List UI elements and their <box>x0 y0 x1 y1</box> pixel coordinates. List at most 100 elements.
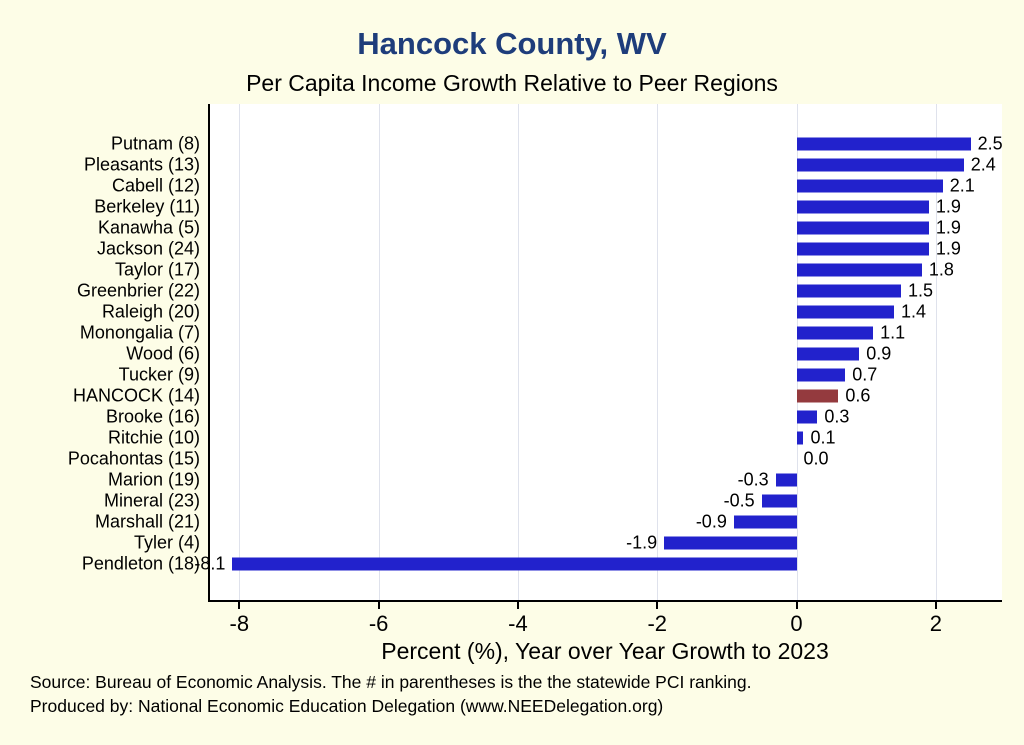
chart-title: Hancock County, WV <box>357 26 667 61</box>
bar <box>796 410 818 424</box>
gridline <box>517 104 519 600</box>
x-axis-line <box>208 600 1002 602</box>
x-tick-mark <box>238 602 241 609</box>
bar-row: Brooke (16) 0.3 <box>106 406 1002 428</box>
x-tick-label: -2 <box>647 611 668 636</box>
category-label: Marshall (21) <box>94 511 200 532</box>
value-label: 0.1 <box>810 427 836 448</box>
value-label: 0.3 <box>824 406 850 427</box>
category-label: Monongalia (7) <box>79 322 200 343</box>
category-label: Marion (19) <box>107 469 200 490</box>
bar <box>796 284 901 298</box>
x-tick-mark <box>656 602 659 609</box>
value-label: 1.8 <box>928 259 954 280</box>
category-label: Mineral (23) <box>103 490 200 511</box>
bar <box>664 536 797 550</box>
bar-row: Kanawha (5) 1.9 <box>98 217 1002 238</box>
bar <box>796 305 895 319</box>
value-label: -0.3 <box>737 469 769 490</box>
category-label: Putnam (8) <box>110 133 200 153</box>
bar-row: Marion (19) -0.3 <box>108 469 1002 491</box>
bar <box>796 137 971 150</box>
category-label: Pendleton (18) <box>81 553 200 574</box>
bar <box>232 557 797 571</box>
bar-row: Cabell (12) 2.1 <box>112 175 1002 196</box>
value-label: 0.0 <box>803 448 829 469</box>
value-label: 2.1 <box>949 175 975 196</box>
bar <box>733 515 797 529</box>
bar <box>796 221 929 235</box>
x-tick-label: -6 <box>368 611 389 636</box>
category-label: HANCOCK (14) <box>72 385 200 406</box>
bar <box>775 473 797 487</box>
bar-row: Putnam (8) 2.5 <box>111 133 1003 154</box>
value-label: 1.1 <box>880 322 906 343</box>
bar-row: Pendleton (18)-8.1 <box>82 554 1002 575</box>
bar-row: Ritchie (10) 0.1 <box>108 427 1002 449</box>
category-label: Greenbrier (22) <box>76 280 200 301</box>
bar-row: Jackson (24) 1.9 <box>97 238 1002 259</box>
value-label: 1.4 <box>901 301 927 322</box>
category-label: Raleigh (20) <box>101 301 200 322</box>
bar-row: Wood (6) 0.9 <box>126 343 1002 364</box>
bar-row: Greenbrier (22) 1.5 <box>77 280 1002 301</box>
bar-rows: Putnam (8) 2.5 Pleasants (13) 2.4 Cabell (12… <box>68 104 1003 602</box>
category-label: Kanawha (5) <box>97 217 200 238</box>
bar <box>796 179 943 193</box>
bar-row: Raleigh (20) 1.4 <box>102 301 1002 322</box>
category-label: Wood (6) <box>126 343 200 364</box>
bar-row: Marshall (21) -0.9 <box>95 511 1002 533</box>
x-axis-ticks: -8 -6 -4 -2 0 2 <box>208 602 1002 644</box>
value-label: 0.6 <box>845 385 871 406</box>
value-label: -0.9 <box>695 511 727 532</box>
bar <box>796 326 874 340</box>
value-label: -1.9 <box>626 532 658 553</box>
value-label: 1.5 <box>908 280 934 301</box>
bar-highlight <box>796 389 839 403</box>
x-axis-title: Percent (%), Year over Year Growth to 20… <box>381 638 829 664</box>
x-tick-label: 0 <box>790 611 803 636</box>
bar <box>796 263 922 277</box>
bar <box>796 158 964 172</box>
category-label: Cabell (12) <box>111 175 200 196</box>
value-label: 2.5 <box>977 133 1003 153</box>
gridline <box>657 104 659 600</box>
category-label: Tyler (4) <box>133 532 200 553</box>
bar <box>796 200 929 214</box>
category-label: Ritchie (10) <box>107 427 200 448</box>
bar-row: Tucker (9) 0.7 <box>119 364 1002 386</box>
gridline <box>935 104 937 600</box>
value-label: 0.7 <box>852 364 878 385</box>
value-label: 1.9 <box>935 238 961 259</box>
value-label: 0.9 <box>866 343 892 364</box>
produced-by-note: Produced by: National Economic Education… <box>30 696 664 716</box>
value-label: 2.4 <box>970 154 996 175</box>
bar-row: Pocahontas (15) 0.0 <box>68 448 1002 470</box>
x-tick-mark <box>934 602 937 609</box>
category-label: Tucker (9) <box>118 364 200 385</box>
value-label: 1.9 <box>935 196 961 217</box>
category-label: Pocahontas (15) <box>67 448 200 469</box>
bar-row: Berkeley (11) 1.9 <box>94 196 1002 217</box>
x-tick-mark <box>795 602 798 609</box>
gridline <box>239 104 241 600</box>
bar <box>796 431 804 445</box>
category-label: Pleasants (13) <box>83 154 200 175</box>
x-tick-label: -4 <box>508 611 528 636</box>
x-tick-label: -8 <box>229 611 250 636</box>
bar-row: Pleasants (13) 2.4 <box>84 154 1002 175</box>
bar <box>761 494 797 508</box>
x-tick-mark <box>377 602 380 609</box>
category-label: Berkeley (11) <box>94 196 200 217</box>
value-label: 1.9 <box>935 217 961 238</box>
bar-row: Monongalia (7) 1.1 <box>80 322 1002 343</box>
category-label: Jackson (24) <box>96 238 200 259</box>
bar <box>796 347 860 361</box>
value-label: -0.5 <box>723 490 755 511</box>
x-tick-mark <box>516 602 519 609</box>
bar-row: HANCOCK (14) 0.6 <box>73 385 1002 407</box>
bar-row: Mineral (23) -0.5 <box>104 490 1002 512</box>
chart-subtitle: Per Capita Income Growth Relative to Pee… <box>246 70 778 96</box>
category-label: Taylor (17) <box>114 259 200 280</box>
